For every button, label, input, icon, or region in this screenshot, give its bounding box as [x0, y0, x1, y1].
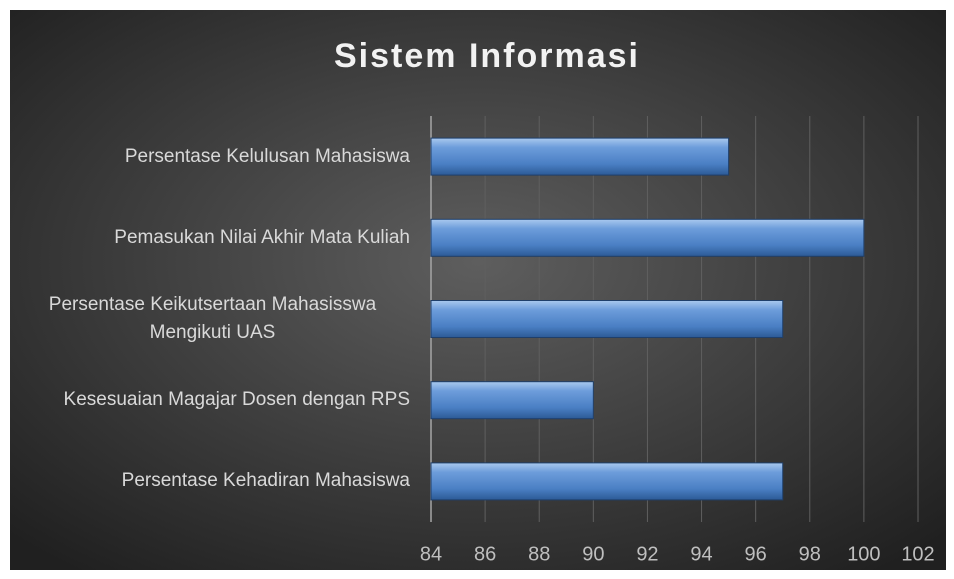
- x-tick-label: 84: [420, 543, 442, 565]
- chart-title: Sistem Informasi: [334, 37, 640, 75]
- bar: [430, 137, 730, 176]
- x-tick-label: 102: [901, 543, 934, 565]
- y-tick-label: Kesesuaian Magajar Dosen dengan RPS: [63, 389, 410, 411]
- bar: [430, 462, 784, 501]
- x-tick-label: 90: [582, 543, 604, 565]
- x-tick-label: 88: [528, 543, 550, 565]
- y-tick-label: Pemasukan Nilai Akhir Mata Kuliah: [114, 226, 410, 248]
- x-tick-label: 96: [745, 543, 767, 565]
- y-tick-label: Persentase Keikutsertaan Mahasisswa Meng…: [48, 294, 377, 343]
- x-tick-label: 94: [690, 543, 712, 565]
- x-tick-label: 98: [799, 543, 821, 565]
- x-tick-label: 86: [474, 543, 496, 565]
- bar: [430, 381, 594, 420]
- x-tick-label: 100: [847, 543, 880, 565]
- bar: [430, 300, 784, 338]
- bar: [430, 218, 865, 257]
- y-tick-label: Persentase Kehadiran Mahasiswa: [121, 470, 410, 492]
- y-tick-label: Persentase Kelulusan Mahasiswa: [124, 145, 410, 167]
- x-tick-label: 92: [636, 543, 658, 565]
